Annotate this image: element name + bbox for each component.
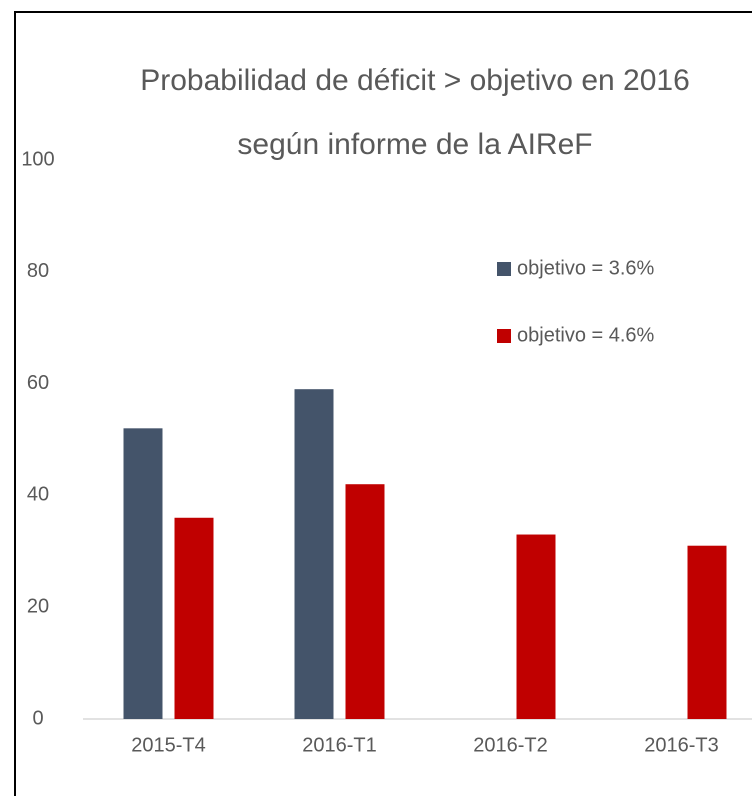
y-tick-label: 100 xyxy=(21,148,54,170)
x-tick-label: 2015-T4 xyxy=(131,734,206,756)
bar xyxy=(174,517,214,719)
bar xyxy=(516,534,556,719)
legend-swatch xyxy=(497,329,511,343)
y-tick-label: 80 xyxy=(27,260,49,282)
bar xyxy=(345,484,385,719)
chart-title: según informe de la AIReF xyxy=(237,128,592,161)
x-tick-label: 2016-T1 xyxy=(302,734,377,756)
y-tick-label: 60 xyxy=(27,372,49,394)
legend-label: objetivo = 4.6% xyxy=(517,324,655,346)
y-tick-label: 0 xyxy=(32,707,43,729)
x-tick-label: 2016-T3 xyxy=(644,734,719,756)
y-tick-label: 20 xyxy=(27,595,49,617)
bar xyxy=(687,545,727,719)
bar xyxy=(294,389,334,719)
legend-swatch xyxy=(497,262,511,276)
x-tick-label: 2016-T2 xyxy=(473,734,548,756)
y-tick-label: 40 xyxy=(27,484,49,506)
legend-label: objetivo = 3.6% xyxy=(517,257,655,279)
bar xyxy=(123,428,163,719)
chart-title: Probabilidad de déficit > objetivo en 20… xyxy=(140,64,690,97)
